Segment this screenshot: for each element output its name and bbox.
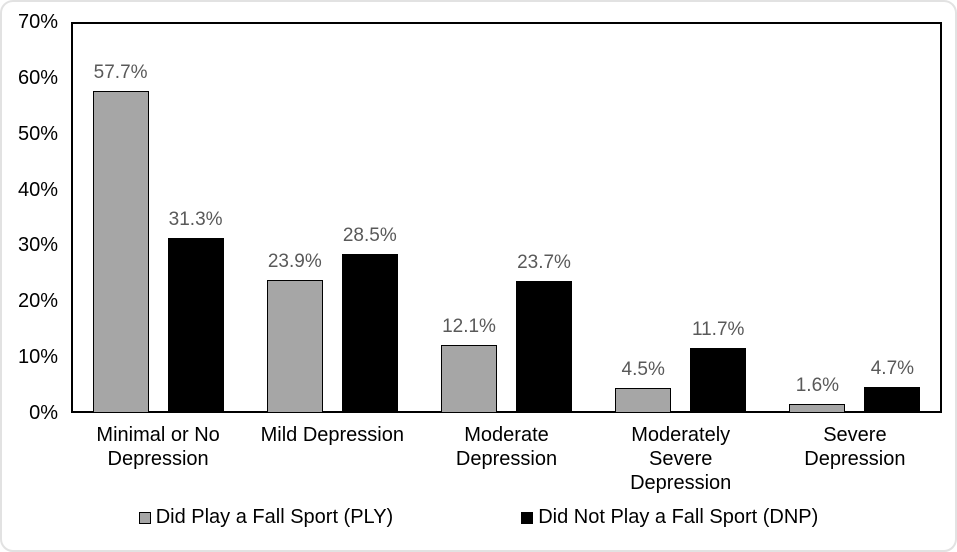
bar-value-label-ply-5: 1.6% bbox=[795, 375, 840, 397]
bar-value-label-dnp-4: 11.7% bbox=[691, 318, 745, 340]
x-axis-label-3: Moderate Depression bbox=[455, 424, 558, 470]
legend-marker-ply-icon bbox=[138, 511, 151, 524]
bar-ply-3 bbox=[441, 345, 497, 413]
bar-ply-5 bbox=[789, 404, 846, 413]
bar-value-label-dnp-3: 23.7% bbox=[517, 251, 571, 273]
y-axis-tick-label: 40% bbox=[17, 178, 58, 201]
y-axis-tick-label: 20% bbox=[17, 290, 58, 313]
bar-ply-4 bbox=[615, 387, 672, 413]
legend-label-dnp: Did Not Play a Fall Sport (DNP) bbox=[538, 506, 819, 528]
y-axis-tick-label: 70% bbox=[17, 11, 58, 33]
bar-value-label-dnp-2: 28.5% bbox=[342, 224, 397, 246]
bar-value-label-ply-1: 57.7% bbox=[93, 61, 148, 83]
x-axis-label-2: Mild Depression bbox=[260, 424, 404, 446]
bar-ply-2 bbox=[266, 279, 323, 413]
legend-marker-dnp-icon bbox=[521, 511, 534, 524]
legend-item-dnp: Did Not Play a Fall Sport (DNP) bbox=[521, 506, 818, 529]
x-axis-label-5: Severe Depression bbox=[804, 424, 906, 470]
bar-dnp-3 bbox=[516, 280, 572, 413]
bar-value-label-dnp-5: 4.7% bbox=[870, 357, 915, 379]
bar-ply-1 bbox=[92, 90, 149, 413]
bar-value-label-dnp-1: 31.3% bbox=[168, 209, 223, 231]
x-axis-label-4: Moderately Severe Depression bbox=[630, 424, 732, 494]
y-axis-tick-label: 60% bbox=[17, 66, 58, 89]
y-axis-tick-label: 50% bbox=[17, 122, 58, 145]
x-axis-label-1: Minimal or No Depression bbox=[96, 424, 220, 470]
bar-dnp-2 bbox=[341, 253, 398, 413]
bar-value-label-ply-3: 12.1% bbox=[442, 316, 496, 338]
bar-dnp-5 bbox=[864, 386, 921, 413]
bar-value-label-ply-2: 23.9% bbox=[267, 250, 322, 272]
legend-label-ply: Did Play a Fall Sport (PLY) bbox=[155, 506, 394, 528]
y-axis-tick-label: 10% bbox=[17, 346, 58, 369]
bar-dnp-1 bbox=[167, 238, 224, 413]
bar-value-label-ply-4: 4.5% bbox=[621, 358, 665, 380]
y-axis-tick-label: 0% bbox=[29, 402, 58, 424]
bar-dnp-4 bbox=[690, 347, 747, 413]
legend-item-ply: Did Play a Fall Sport (PLY) bbox=[138, 506, 394, 529]
y-axis-tick-label: 30% bbox=[17, 234, 58, 257]
legend: Did Play a Fall Sport (PLY) Did Not Play… bbox=[2, 506, 955, 529]
